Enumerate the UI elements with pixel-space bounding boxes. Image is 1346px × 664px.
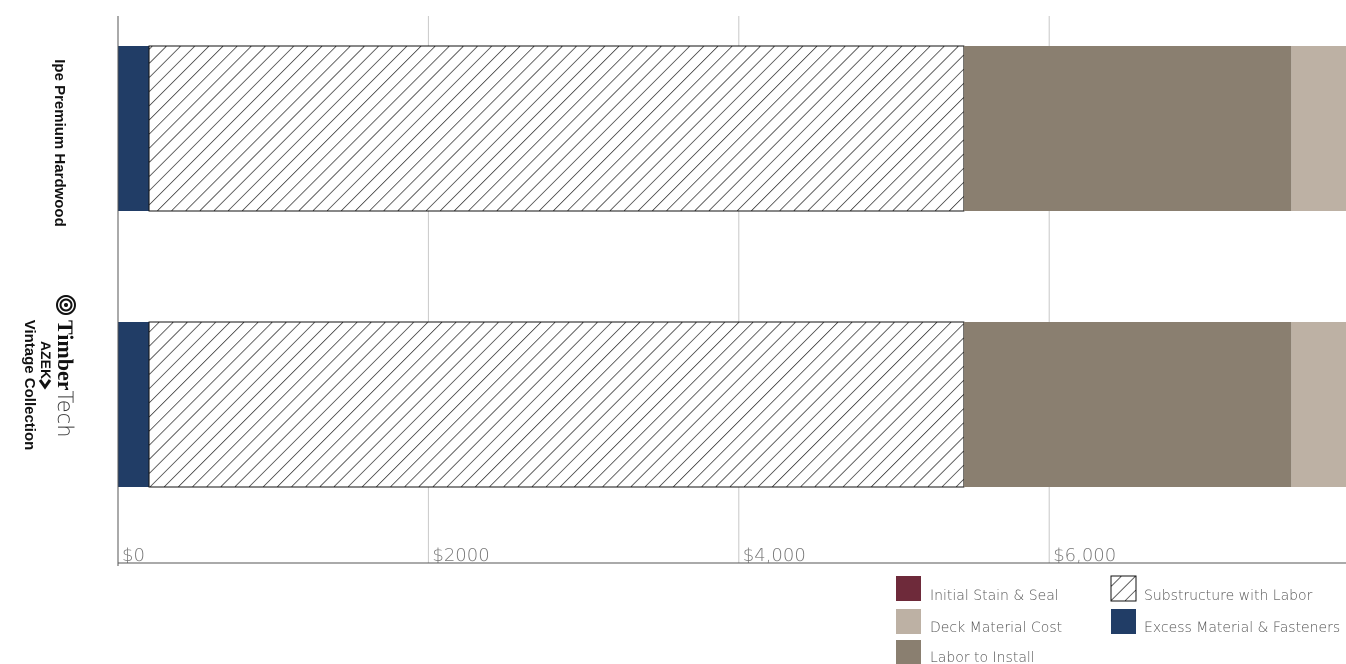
- logo-azek: AZEK: [38, 341, 54, 379]
- legend-swatch-stain: [896, 576, 921, 601]
- bar-segment: [1291, 46, 1346, 211]
- x-tick-label: $2000: [432, 545, 489, 566]
- legend-label-labor: Labor to Install: [930, 650, 1035, 664]
- logo-word-timber: Timber: [53, 320, 78, 391]
- x-axis: [117, 16, 1346, 566]
- x-tick-label: $4,000: [743, 545, 806, 566]
- bar-segment: [118, 322, 150, 487]
- legend-swatch-excess: [1111, 609, 1136, 634]
- legend-swatch-deck-material: [896, 609, 921, 634]
- bar-segment: [148, 45, 965, 212]
- bar-segment: [1291, 322, 1346, 487]
- x-tick-label: $6,000: [1053, 545, 1116, 566]
- legend-label-substructure: Substructure with Labor: [1144, 588, 1313, 604]
- legend: Initial Stain & Seal Deck Material Cost …: [896, 575, 1340, 664]
- bars: [118, 45, 1346, 488]
- category-label-vintage: Vintage Collection: [21, 320, 38, 451]
- spiral-icon: [56, 295, 76, 315]
- bar-segment: [118, 46, 150, 211]
- legend-label-excess: Excess Material & Fasteners: [1144, 620, 1340, 636]
- bar-segment: [963, 46, 1292, 211]
- timbertech-azek-logo: TimberTech AZEK: [38, 295, 78, 438]
- bar-segment: [963, 322, 1292, 487]
- chevron-right-icon: [38, 379, 52, 390]
- x-tick-label: $0: [122, 545, 145, 566]
- svg-text:TimberTech: TimberTech: [53, 320, 78, 438]
- category-label-ipe: Ipe Premium Hardwood: [51, 59, 68, 227]
- legend-label-deck-material: Deck Material Cost: [930, 620, 1062, 636]
- x-axis-tick-labels: $0$2000$4,000$6,000$8,000$10,000$12,000$…: [122, 545, 1116, 566]
- legend-swatch-labor: [896, 640, 921, 664]
- logo-word-tech: Tech: [53, 390, 77, 437]
- legend-label-stain: Initial Stain & Seal: [930, 588, 1059, 604]
- legend-swatch-substructure: [1110, 575, 1137, 602]
- bar-segment: [148, 321, 965, 488]
